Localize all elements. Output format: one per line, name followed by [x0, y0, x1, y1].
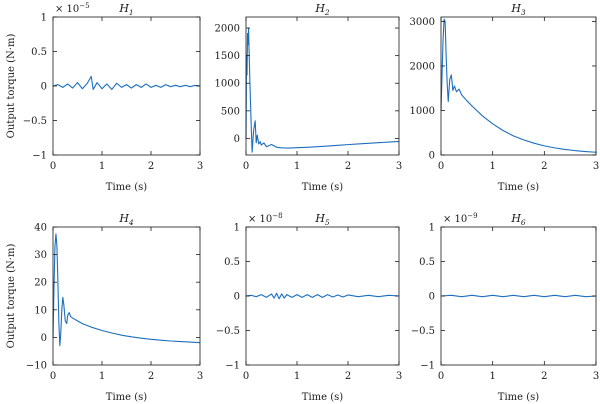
y-tick-label: 1000	[410, 106, 435, 117]
y-tick-label: 1	[234, 223, 240, 234]
series-line	[440, 294, 597, 298]
y-tick-label: 1	[41, 13, 47, 24]
x-tick-label: 0	[438, 371, 444, 382]
y-axis-multiplier: × 10−8	[248, 212, 283, 225]
y-tick-label: 0	[429, 151, 435, 162]
x-tick-label: 0	[243, 161, 249, 172]
y-tick-label: 40	[34, 223, 47, 234]
x-axis-label: Time (s)	[498, 182, 539, 193]
y-tick-label: 20	[34, 278, 47, 289]
plot-frame	[52, 226, 201, 366]
y-tick-label: 0	[234, 134, 240, 145]
panel-title: H4	[118, 212, 134, 227]
series-line	[245, 292, 400, 300]
y-axis-multiplier: × 10−9	[443, 212, 478, 225]
x-tick-label: 0	[50, 371, 56, 382]
y-tick-label: 30	[34, 250, 47, 261]
y-tick-label: −0.5	[23, 116, 47, 127]
y-tick-label: 2000	[410, 61, 435, 72]
panel-title: H1	[118, 2, 133, 17]
x-axis-label: Time (s)	[498, 392, 539, 403]
x-tick-label: 1	[489, 371, 495, 382]
y-tick-label: 3000	[410, 17, 435, 28]
y-tick-label: −1	[225, 361, 240, 372]
y-tick-label: 0.5	[31, 47, 47, 58]
y-tick-label: 10	[34, 305, 47, 316]
y-tick-label: 1500	[215, 51, 240, 62]
series-line	[52, 233, 201, 347]
y-tick-label: 0	[41, 82, 47, 93]
x-tick-label: 3	[593, 371, 599, 382]
x-tick-label: 3	[197, 161, 203, 172]
y-tick-label: 0	[234, 292, 240, 303]
y-axis-label: Output torque (N·m)	[6, 244, 17, 349]
y-tick-label: 500	[221, 106, 240, 117]
plot-frame	[245, 16, 400, 156]
y-tick-label: −1	[420, 361, 435, 372]
x-tick-label: 1	[294, 161, 300, 172]
x-axis-label: Time (s)	[106, 182, 147, 193]
plot-frame	[440, 16, 597, 156]
x-tick-label: 2	[148, 161, 154, 172]
x-tick-label: 1	[99, 371, 105, 382]
y-tick-label: −1	[32, 151, 47, 162]
x-axis-label: Time (s)	[106, 392, 147, 403]
series-line	[245, 27, 400, 153]
x-tick-label: 3	[396, 371, 402, 382]
y-axis-multiplier: × 10−5	[55, 2, 90, 15]
x-tick-label: 3	[593, 161, 599, 172]
x-tick-label: 2	[345, 161, 351, 172]
series-line	[52, 75, 201, 90]
y-axis-label: Output torque (N·m)	[6, 34, 17, 139]
y-tick-label: −10	[26, 361, 47, 372]
x-tick-label: 2	[541, 161, 547, 172]
x-tick-label: 3	[197, 371, 203, 382]
y-tick-label: 0	[429, 292, 435, 303]
panel-title: H5	[314, 212, 330, 227]
panel-title: H2	[314, 2, 330, 17]
panel-h6: 0 1 2 3 −1 −0.5 0 0.5 1 H6 × 10−9 Time (s)	[411, 212, 599, 403]
panel-h3: 0 1 2 3 0 1000 2000 3000 H3 Time (s)	[410, 2, 600, 193]
y-tick-label: −0.5	[411, 326, 435, 337]
x-tick-label: 3	[396, 161, 402, 172]
panel-title: H3	[510, 2, 526, 17]
y-tick-label: 2000	[215, 24, 240, 35]
x-tick-label: 2	[541, 371, 547, 382]
y-tick-label: 0.5	[419, 257, 435, 268]
x-tick-label: 1	[294, 371, 300, 382]
panel-title: H6	[510, 212, 526, 227]
x-axis-label: Time (s)	[302, 182, 343, 193]
x-tick-label: 0	[243, 371, 249, 382]
y-tick-label: 1000	[215, 79, 240, 90]
y-tick-label: 0.5	[224, 257, 240, 268]
x-tick-label: 2	[148, 371, 154, 382]
series-line	[440, 18, 597, 153]
x-tick-label: 1	[489, 161, 495, 172]
x-tick-label: 0	[438, 161, 444, 172]
panel-h2: 0 1 2 3 0 500 1000 1500 2000 H2 Time (s)	[215, 2, 403, 193]
x-tick-label: 2	[345, 371, 351, 382]
x-axis-label: Time (s)	[302, 392, 343, 403]
y-tick-label: 0	[41, 333, 47, 344]
x-tick-label: 0	[50, 161, 56, 172]
panel-h1: 0 1 2 3 −1 −0.5 0 0.5 1 H1 × 10−5 Time (s) Output to…	[6, 2, 203, 193]
panel-h5: 0 1 2 3 −1 −0.5 0 0.5 1 H5 × 10−8 Time (s)	[216, 212, 402, 403]
y-tick-label: 1	[429, 223, 435, 234]
y-tick-label: −0.5	[216, 326, 240, 337]
x-tick-label: 1	[99, 161, 105, 172]
